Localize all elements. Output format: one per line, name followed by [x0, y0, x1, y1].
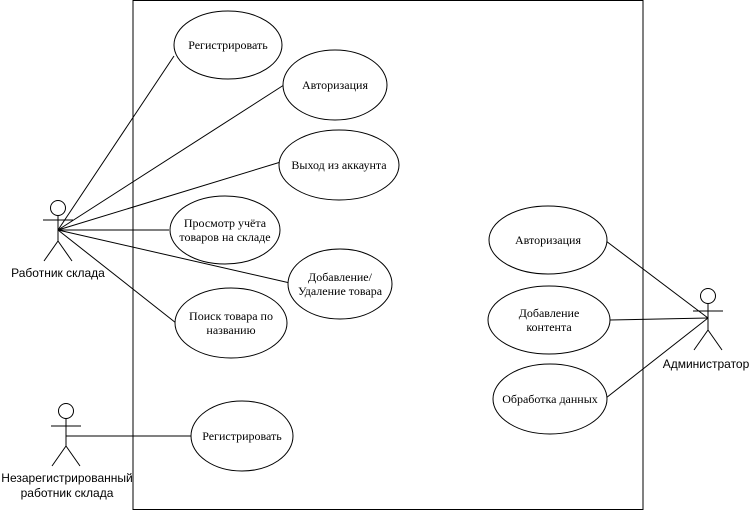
use-case-process-data	[492, 363, 608, 435]
association-line	[57, 229, 177, 324]
use-case-text-line: Поиск товара по	[189, 308, 273, 323]
actor-name-line: Незарегистрированный	[1, 471, 133, 485]
actor-label-unregistered-worker: Незарегистрированный работник склада	[0, 470, 134, 502]
use-case-label-logout: Выход из аккаунта	[279, 130, 399, 200]
association-line	[57, 55, 175, 231]
use-case-text: Авторизация	[302, 77, 368, 92]
use-case-text: Обработка данных	[502, 391, 598, 406]
use-case-register-top	[173, 10, 283, 80]
actor-unregistered-worker-figure	[51, 403, 81, 467]
use-case-text-line: Просмотр учёта	[183, 215, 267, 230]
use-case-text: Регистрировать	[188, 37, 268, 52]
use-case-register-bottom	[190, 400, 294, 472]
association-line	[605, 240, 709, 319]
actor-name: Работник склада	[11, 265, 105, 280]
use-case-label-register-bottom: Регистрировать	[191, 401, 293, 471]
associations-administrator	[605, 240, 709, 399]
actor-label-administrator: Администратор	[661, 355, 751, 373]
actor-name: Администратор	[662, 356, 750, 371]
actor-label-warehouse-worker: Работник склада	[4, 264, 112, 282]
use-case-text-line: Удаление товара	[297, 284, 383, 298]
actor-warehouse-worker-figure	[43, 200, 73, 262]
use-case-authorize-right	[488, 205, 608, 275]
use-case-add-content	[487, 285, 611, 355]
use-case-label-authorize-left: Авторизация	[283, 50, 387, 120]
use-case-text-line: названию	[206, 323, 256, 337]
use-case-text: Регистрировать	[202, 428, 282, 443]
use-case-authorize-left	[282, 49, 388, 121]
use-case-text-line: Добавление/	[308, 269, 372, 284]
actor-administrator-figure	[693, 288, 723, 351]
association-line	[609, 317, 709, 321]
use-case-label-register-top: Регистрировать	[174, 11, 282, 79]
use-case-label-process-data: Обработка данных	[493, 364, 607, 434]
use-case-text: Авторизация	[515, 232, 581, 247]
use-case-label-view-stock: Просмотр учёта товаров на складе	[170, 196, 280, 264]
use-case-label-authorize-right: Авторизация	[489, 206, 607, 274]
use-case-label-add-remove: Добавление/ Удаление товара	[288, 249, 392, 319]
association-line	[57, 160, 285, 231]
use-case-view-stock	[169, 195, 281, 265]
use-case-label-add-content: Добавление контента	[488, 286, 610, 354]
use-case-text-line: товаров на складе	[179, 230, 271, 244]
use-case-text: Выход из аккаунта	[291, 157, 387, 172]
use-case-add-remove	[287, 248, 393, 320]
use-case-text-line: Добавление	[518, 305, 580, 320]
use-case-label-search-item: Поиск товара по названию	[175, 288, 287, 358]
actor-name-line: работник склада	[20, 486, 114, 500]
use-case-search-item	[174, 287, 288, 359]
association-line	[57, 229, 291, 284]
use-case-text-line: контента	[526, 320, 572, 334]
association-line	[57, 82, 288, 231]
associations-warehouse-worker	[57, 55, 291, 324]
association-line	[605, 317, 709, 399]
use-case-logout	[278, 129, 400, 201]
system-boundary	[132, 0, 644, 510]
